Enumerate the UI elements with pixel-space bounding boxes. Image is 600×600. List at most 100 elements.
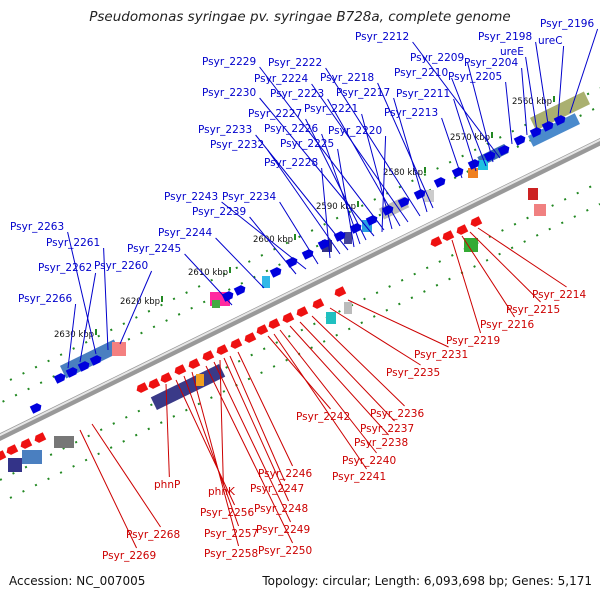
- forward-gene-arrow[interactable]: [29, 402, 43, 414]
- gene-label[interactable]: Psyr_2237: [360, 423, 414, 435]
- gene-label[interactable]: Psyr_2214: [532, 289, 586, 301]
- gene-label[interactable]: Psyr_2204: [464, 57, 518, 69]
- reverse-gene-arrow[interactable]: [243, 332, 257, 344]
- gene-label[interactable]: Psyr_2219: [446, 335, 500, 347]
- forward-gene-arrow[interactable]: [233, 284, 247, 296]
- forward-gene-arrow[interactable]: [451, 166, 465, 178]
- forward-gene-arrow[interactable]: [89, 354, 103, 366]
- gene-label[interactable]: Psyr_2213: [384, 107, 438, 119]
- gene-label[interactable]: ureC: [538, 35, 563, 47]
- reverse-gene-arrow[interactable]: [255, 324, 269, 336]
- reverse-gene-arrow[interactable]: [229, 338, 243, 350]
- forward-gene-arrow[interactable]: [221, 290, 235, 302]
- gene-label[interactable]: Psyr_2218: [320, 72, 374, 84]
- reverse-gene-arrow[interactable]: [201, 350, 215, 362]
- reverse-gene-arrow[interactable]: [333, 286, 347, 298]
- forward-gene-arrow[interactable]: [529, 126, 543, 138]
- gene-label[interactable]: Psyr_2250: [258, 545, 312, 557]
- gene-label[interactable]: Psyr_2243: [164, 191, 218, 203]
- forward-gene-arrow[interactable]: [513, 134, 527, 146]
- gene-label[interactable]: Psyr_2258: [204, 548, 258, 560]
- reverse-gene-arrow[interactable]: [215, 344, 229, 356]
- reverse-gene-arrow[interactable]: [0, 450, 7, 462]
- reverse-gene-arrow[interactable]: [159, 372, 173, 384]
- gene-label[interactable]: Psyr_2261: [46, 237, 100, 249]
- gene-label[interactable]: Psyr_2266: [18, 293, 72, 305]
- reverse-gene-arrow[interactable]: [295, 306, 309, 318]
- gene-label[interactable]: Psyr_2238: [354, 437, 408, 449]
- gene-label[interactable]: Psyr_2221: [304, 103, 358, 115]
- forward-gene-arrow[interactable]: [497, 144, 511, 156]
- forward-gene-arrow[interactable]: [269, 266, 283, 278]
- gene-label[interactable]: Psyr_2269: [102, 550, 156, 562]
- gene-label[interactable]: Psyr_2223: [270, 88, 324, 100]
- forward-gene-arrow[interactable]: [301, 248, 315, 260]
- gene-label[interactable]: Psyr_2232: [210, 139, 264, 151]
- gene-label[interactable]: Psyr_2198: [478, 31, 532, 43]
- gene-label[interactable]: Psyr_2245: [127, 243, 181, 255]
- forward-gene-arrow[interactable]: [317, 238, 331, 250]
- gene-label[interactable]: Psyr_2216: [480, 319, 534, 331]
- gene-label[interactable]: Psyr_2234: [222, 191, 276, 203]
- gene-label[interactable]: Psyr_2249: [256, 524, 310, 536]
- gene-label[interactable]: Psyr_2263: [10, 221, 64, 233]
- gene-label[interactable]: Psyr_2210: [394, 67, 448, 79]
- gene-label[interactable]: Psyr_2229: [202, 56, 256, 68]
- gene-label[interactable]: Psyr_2241: [332, 471, 386, 483]
- gene-label[interactable]: Psyr_2244: [158, 227, 212, 239]
- gene-label[interactable]: Psyr_2225: [280, 138, 334, 150]
- gene-label[interactable]: Psyr_2211: [396, 88, 450, 100]
- gene-label[interactable]: Psyr_2209: [410, 52, 464, 64]
- gene-label[interactable]: Psyr_2260: [94, 260, 148, 272]
- forward-gene-arrow[interactable]: [53, 372, 67, 384]
- gene-label[interactable]: Psyr_2228: [264, 157, 318, 169]
- gene-label[interactable]: Psyr_2226: [264, 123, 318, 135]
- forward-gene-arrow[interactable]: [333, 230, 347, 242]
- gene-label[interactable]: phnP: [154, 479, 180, 491]
- gene-label[interactable]: Psyr_2248: [254, 503, 308, 515]
- gene-label[interactable]: Psyr_2227: [248, 108, 302, 120]
- gene-label[interactable]: Psyr_2217: [336, 87, 390, 99]
- gene-label[interactable]: Psyr_2212: [355, 31, 409, 43]
- reverse-gene-arrow[interactable]: [441, 230, 455, 242]
- reverse-gene-arrow[interactable]: [135, 382, 149, 394]
- gene-label[interactable]: Psyr_2205: [448, 71, 502, 83]
- gene-label[interactable]: Psyr_2215: [506, 304, 560, 316]
- reverse-gene-arrow[interactable]: [187, 358, 201, 370]
- reverse-gene-arrow[interactable]: [311, 298, 325, 310]
- forward-gene-arrow[interactable]: [541, 120, 555, 132]
- reverse-gene-arrow[interactable]: [455, 224, 469, 236]
- reverse-gene-arrow[interactable]: [5, 444, 19, 456]
- reverse-gene-arrow[interactable]: [469, 216, 483, 228]
- reverse-gene-arrow[interactable]: [147, 378, 161, 390]
- gene-label[interactable]: Psyr_2231: [414, 349, 468, 361]
- gene-label[interactable]: Psyr_2268: [126, 529, 180, 541]
- gene-label[interactable]: Psyr_2240: [342, 455, 396, 467]
- forward-gene-arrow[interactable]: [77, 360, 91, 372]
- forward-gene-arrow[interactable]: [553, 114, 567, 126]
- gene-label[interactable]: Psyr_2220: [328, 125, 382, 137]
- gene-label[interactable]: Psyr_2222: [268, 57, 322, 69]
- gene-label[interactable]: Psyr_2235: [386, 367, 440, 379]
- gene-label[interactable]: Psyr_2256: [200, 507, 254, 519]
- gene-label[interactable]: Psyr_2247: [250, 483, 304, 495]
- gene-label[interactable]: Psyr_2230: [202, 87, 256, 99]
- gene-label[interactable]: Psyr_2224: [254, 73, 308, 85]
- reverse-gene-arrow[interactable]: [19, 438, 33, 450]
- reverse-gene-arrow[interactable]: [267, 318, 281, 330]
- reverse-gene-arrow[interactable]: [429, 236, 443, 248]
- gene-label[interactable]: Psyr_2236: [370, 408, 424, 420]
- gene-label[interactable]: Psyr_2246: [258, 468, 312, 480]
- gene-label[interactable]: phnK: [208, 486, 236, 498]
- gene-label[interactable]: Psyr_2239: [192, 206, 246, 218]
- gene-label[interactable]: Psyr_2262: [38, 262, 92, 274]
- forward-gene-arrow[interactable]: [397, 196, 411, 208]
- reverse-gene-arrow[interactable]: [173, 364, 187, 376]
- gene-label[interactable]: Psyr_2233: [198, 124, 252, 136]
- forward-gene-arrow[interactable]: [65, 366, 79, 378]
- gene-label[interactable]: Psyr_2196: [540, 18, 594, 30]
- forward-gene-arrow[interactable]: [433, 176, 447, 188]
- reverse-gene-arrow[interactable]: [33, 432, 47, 444]
- gene-label[interactable]: Psyr_2242: [296, 411, 350, 423]
- gene-label[interactable]: Psyr_2257: [204, 528, 258, 540]
